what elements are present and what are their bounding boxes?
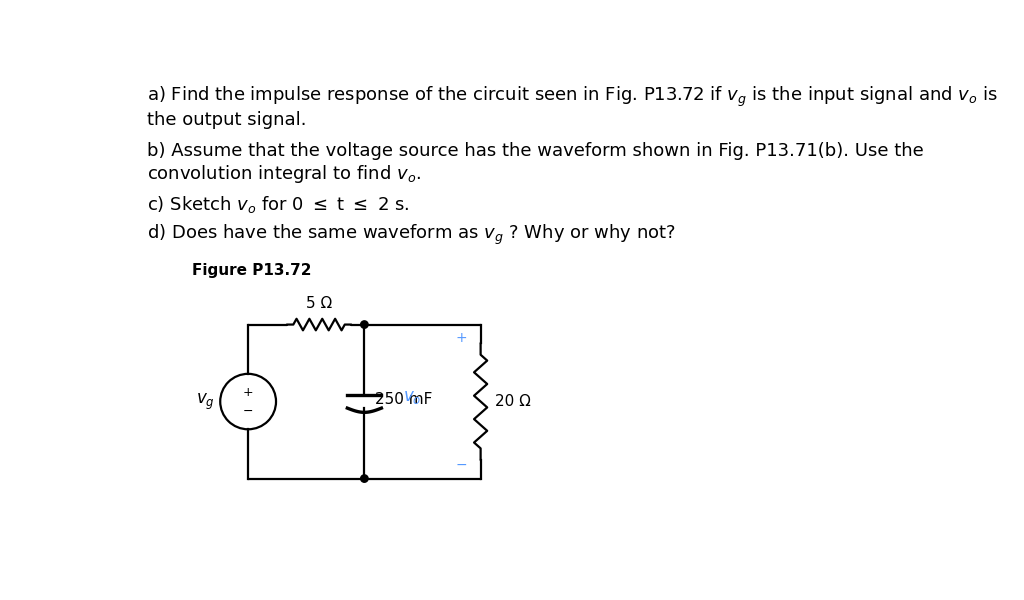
Text: −: −	[243, 405, 253, 418]
Text: b) Assume that the voltage source has the waveform shown in Fig. P13.71(b). Use : b) Assume that the voltage source has th…	[147, 142, 924, 160]
Text: −: −	[456, 458, 467, 472]
Text: d) Does have the same waveform as $v_g$ ? Why or why not?: d) Does have the same waveform as $v_g$ …	[147, 223, 676, 247]
Text: Figure P13.72: Figure P13.72	[191, 263, 311, 278]
Text: c) Sketch $v_o$ for 0 $\leq$ t $\leq$ 2 s.: c) Sketch $v_o$ for 0 $\leq$ t $\leq$ 2 …	[147, 194, 410, 215]
Text: $v_g$: $v_g$	[197, 391, 215, 412]
Text: +: +	[456, 331, 467, 346]
Text: +: +	[243, 386, 253, 399]
Text: 20 Ω: 20 Ω	[495, 394, 530, 409]
Text: a) Find the impulse response of the circuit seen in Fig. P13.72 if $v_g$ is the : a) Find the impulse response of the circ…	[147, 85, 998, 109]
Text: 250 mF: 250 mF	[375, 392, 432, 407]
Text: $v_o$: $v_o$	[403, 389, 422, 406]
Text: 5 Ω: 5 Ω	[306, 296, 332, 311]
Circle shape	[360, 475, 368, 482]
Text: the output signal.: the output signal.	[147, 111, 307, 129]
Text: convolution integral to find $v_o$.: convolution integral to find $v_o$.	[147, 163, 422, 185]
Circle shape	[360, 321, 368, 328]
